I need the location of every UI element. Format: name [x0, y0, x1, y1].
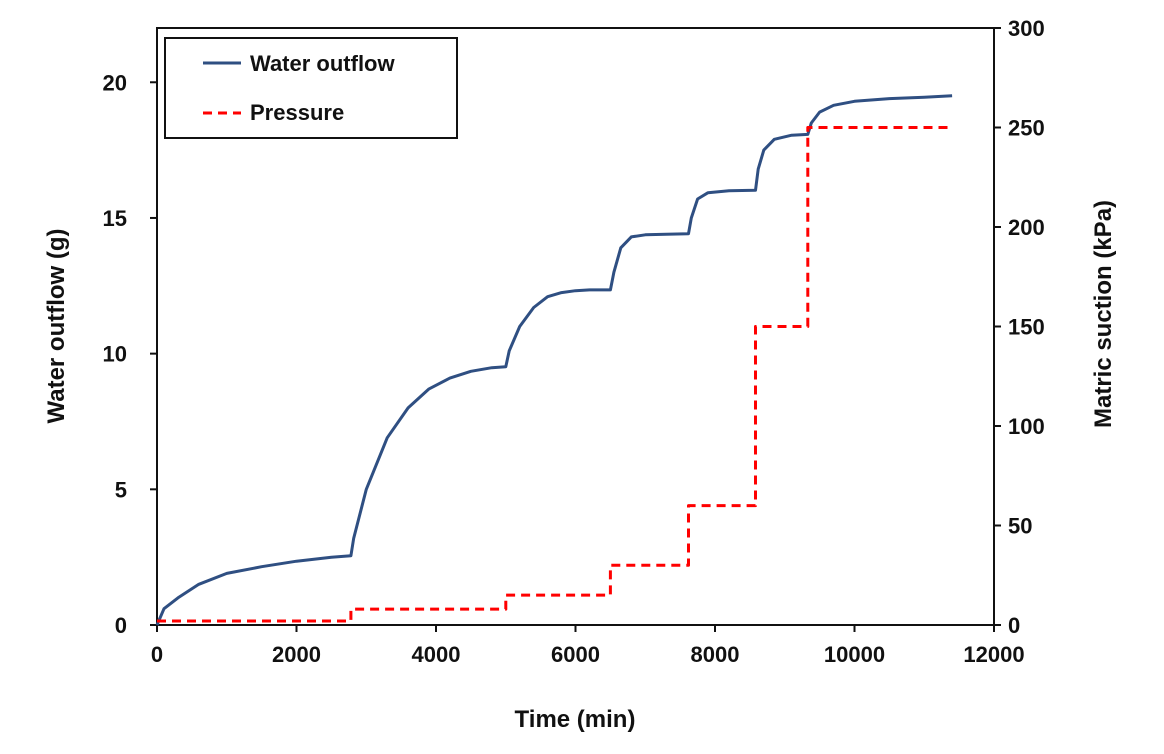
x-tick-label: 12000 [963, 642, 1024, 667]
y2-tick-label: 200 [1008, 215, 1045, 240]
legend-label-water-outflow: Water outflow [250, 51, 395, 76]
y2-tick-label: 50 [1008, 514, 1032, 539]
y2-tick-label: 0 [1008, 613, 1020, 638]
y-tick-label: 5 [115, 477, 127, 502]
legend: Water outflow Pressure [164, 37, 458, 139]
x-tick-label: 6000 [551, 642, 600, 667]
series-line-water-outflow [155, 94, 953, 626]
x-tick-label: 8000 [691, 642, 740, 667]
x-tick-label: 0 [151, 642, 163, 667]
x-tick-label: 2000 [272, 642, 321, 667]
y2-tick-label: 300 [1008, 16, 1045, 41]
legend-box [164, 37, 458, 139]
y-axis-title: Water outflow (g) [43, 228, 70, 423]
x-axis-title: Time (min) [515, 706, 636, 733]
y-tick-label: 20 [103, 70, 127, 95]
x-tick-label: 10000 [824, 642, 885, 667]
y-tick-label: 15 [103, 206, 127, 231]
legend-label-pressure: Pressure [250, 100, 344, 125]
y-tick-label: 0 [115, 613, 127, 638]
x-tick-label: 4000 [412, 642, 461, 667]
y-tick-label: 10 [103, 342, 127, 367]
y2-tick-label: 250 [1008, 116, 1045, 141]
series-layer [155, 94, 953, 626]
series-line-pressure [157, 126, 953, 623]
x-axis-ticks: 0 2000 4000 6000 8000 10000 12000 [151, 625, 1025, 667]
y2-tick-label: 100 [1008, 414, 1045, 439]
y2-axis-ticks: 0 50 100 150 200 250 300 [994, 16, 1045, 638]
y2-axis-title: Matric suction (kPa) [1090, 200, 1117, 428]
y-axis-ticks: 0 5 10 15 20 [103, 70, 157, 638]
y2-tick-label: 150 [1008, 315, 1045, 340]
